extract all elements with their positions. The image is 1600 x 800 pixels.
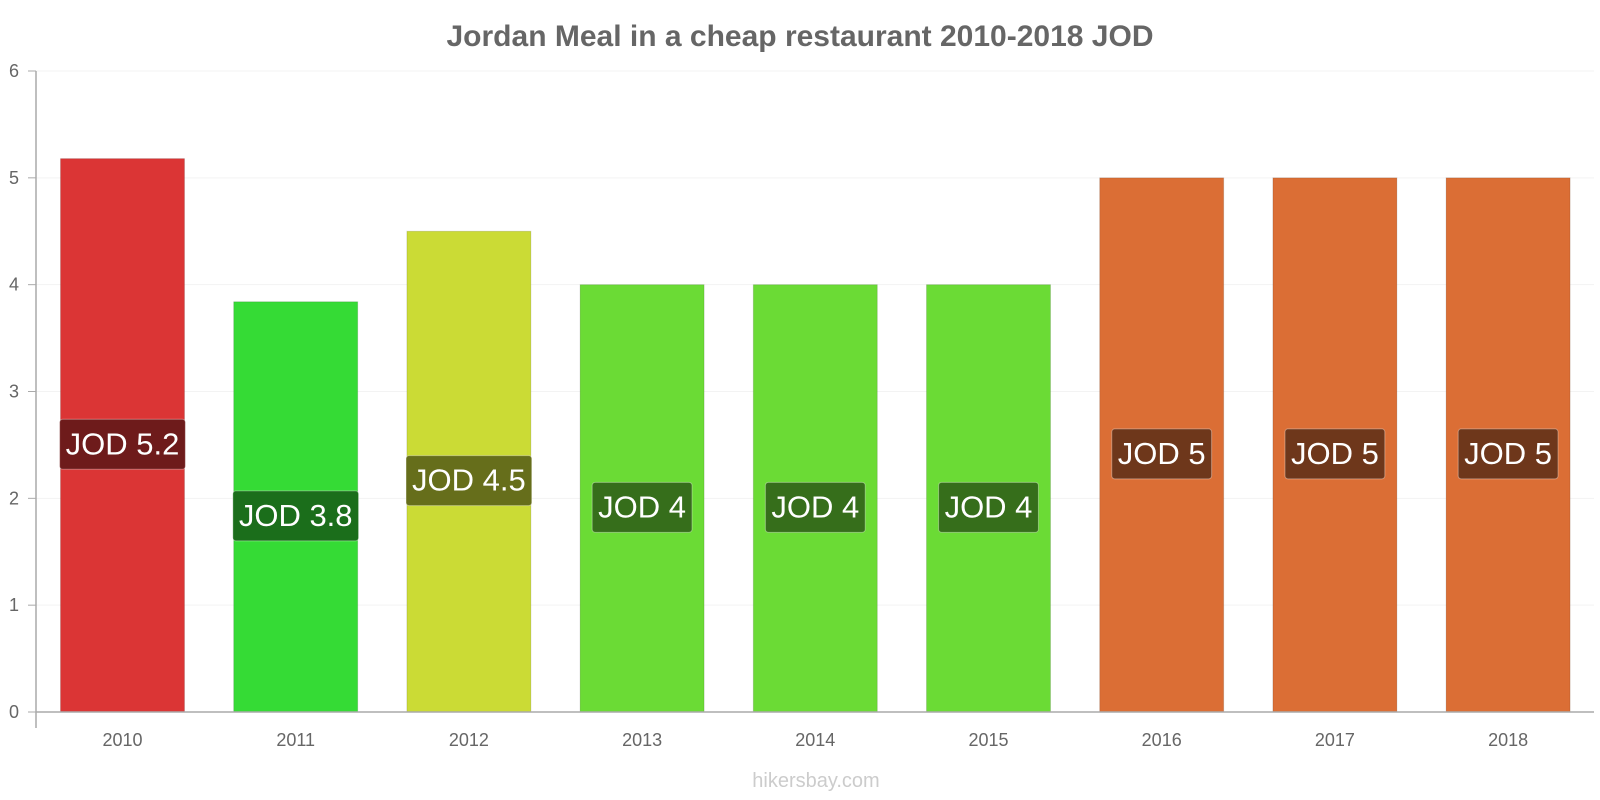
data-label: JOD 4 xyxy=(764,481,866,533)
data-label-text: JOD 5 xyxy=(1118,436,1206,471)
data-label-box xyxy=(1457,428,1559,480)
data-labels: JOD 5.2 JOD 3.8 JOD 4.5 JOD 4 JOD 4 JOD 4 JOD … xyxy=(59,418,1559,542)
data-label-box xyxy=(591,481,693,533)
data-label-text: JOD 4 xyxy=(771,489,859,524)
data-label: JOD 5 xyxy=(1111,428,1213,480)
x-tick-label: 2017 xyxy=(1315,730,1355,750)
data-label-text: JOD 4 xyxy=(945,489,1033,524)
data-label: JOD 4.5 xyxy=(405,455,533,507)
data-label-box xyxy=(59,418,186,470)
data-label: JOD 5 xyxy=(1457,428,1559,480)
y-tick-label: 1 xyxy=(9,595,19,615)
data-label-text: JOD 5 xyxy=(1464,436,1552,471)
y-tick-label: 4 xyxy=(9,275,19,295)
x-tick-label: 2015 xyxy=(968,730,1008,750)
data-label-text: JOD 5.2 xyxy=(66,426,180,461)
x-tick-label: 2012 xyxy=(449,730,489,750)
data-label: JOD 3.8 xyxy=(232,490,360,542)
y-tick-label: 2 xyxy=(9,488,19,508)
x-tick-label: 2018 xyxy=(1488,730,1528,750)
data-label: JOD 5.2 xyxy=(59,418,186,470)
data-label-box xyxy=(232,490,360,542)
data-label-text: JOD 4.5 xyxy=(412,463,526,498)
data-label: JOD 4 xyxy=(591,481,693,533)
data-label-box xyxy=(764,481,866,533)
x-tick-label: 2010 xyxy=(102,730,142,750)
data-label-box xyxy=(1284,428,1386,480)
y-tick-label: 5 xyxy=(9,168,19,188)
x-tick-label: 2016 xyxy=(1142,730,1182,750)
y-tick-label: 6 xyxy=(9,61,19,81)
data-label-box xyxy=(405,455,533,507)
chart-title: Jordan Meal in a cheap restaurant 2010-2… xyxy=(447,20,1154,53)
data-label: JOD 4 xyxy=(938,481,1039,533)
watermark: hikersbay.com xyxy=(752,770,879,792)
x-tick-label: 2011 xyxy=(276,730,315,750)
y-tick-label: 0 xyxy=(9,702,19,722)
data-label-text: JOD 3.8 xyxy=(239,498,353,533)
y-tick-label: 3 xyxy=(9,382,19,402)
x-tick-label: 2013 xyxy=(622,730,662,750)
data-label-box xyxy=(938,481,1039,533)
data-label-text: JOD 5 xyxy=(1291,436,1379,471)
data-label: JOD 5 xyxy=(1284,428,1386,480)
axes: 0 1 2 3 4 5 6 2010 2011 2012 2013 2014 2015 2016 2017 2… xyxy=(9,61,1594,750)
x-tick-label: 2014 xyxy=(795,730,835,750)
data-label-box xyxy=(1111,428,1213,480)
data-label-text: JOD 4 xyxy=(598,489,686,524)
